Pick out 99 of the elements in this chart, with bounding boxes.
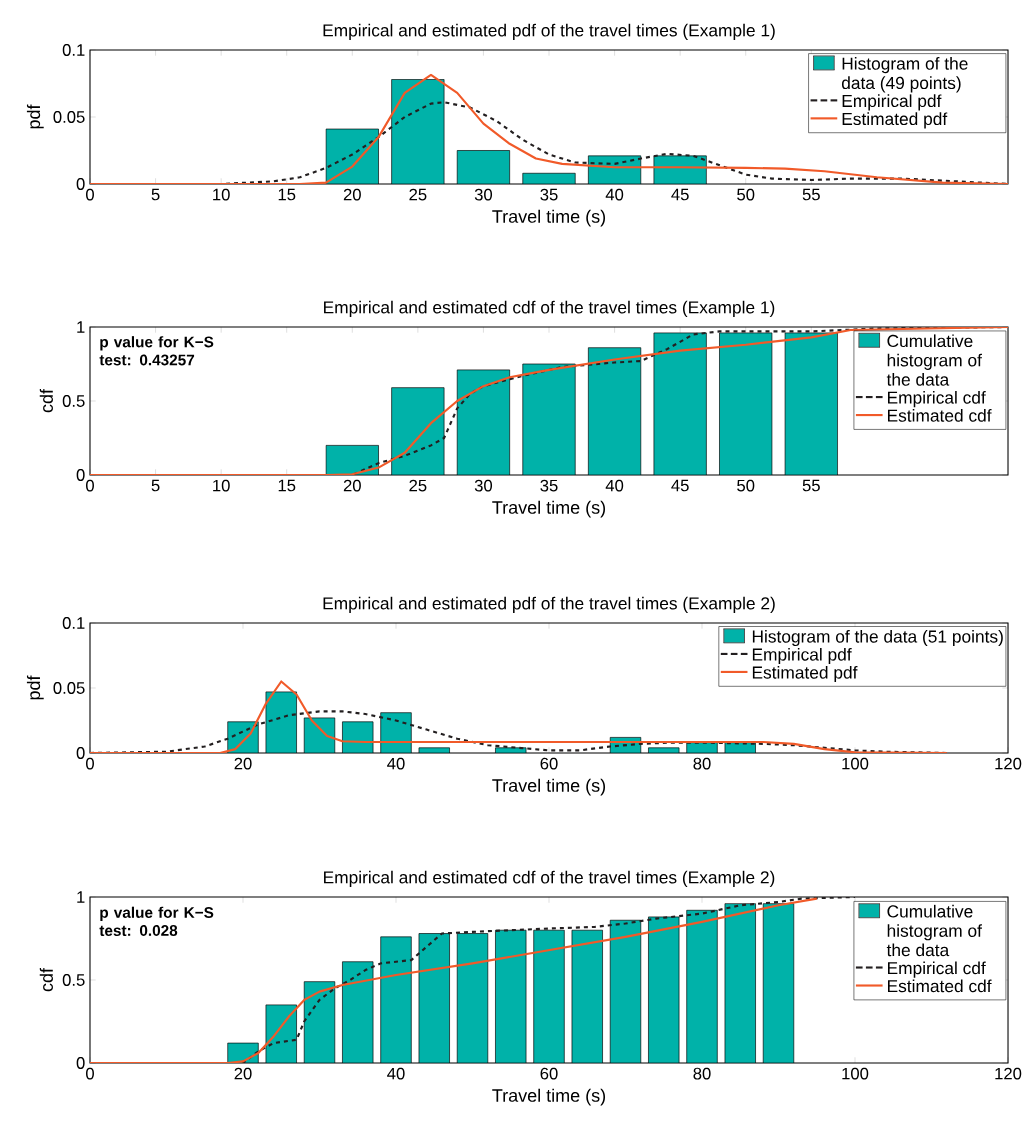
legend-label: Histogram of the data (51 points): [752, 629, 1003, 647]
x-tick-label: 25: [409, 479, 427, 492]
bar: [784, 332, 838, 475]
x-tick-label: 45: [671, 479, 689, 492]
line-series: [90, 73, 1009, 184]
y-tick-label: 0.05: [53, 111, 85, 123]
bar: [456, 369, 510, 475]
x-axis-title: Travel time (s): [492, 500, 606, 518]
x-tick-label: 100: [842, 757, 869, 770]
y-axis-title: pdf: [26, 675, 44, 700]
bar: [391, 387, 445, 475]
y-axis-title: pdf: [26, 104, 44, 129]
x-tick-label: 50: [737, 479, 755, 492]
x-tick-label: 20: [343, 479, 361, 492]
y-tick-label: 0.05: [53, 682, 85, 694]
x-tick-label: 40: [605, 479, 624, 492]
x-tick-label: 0: [86, 1067, 94, 1080]
bar: [495, 929, 527, 1063]
annotation: p value for K−S test: 0.028: [99, 906, 214, 936]
x-tick-label: 60: [540, 1067, 558, 1080]
bar: [380, 936, 412, 1063]
line-series: [90, 326, 1009, 475]
x-tick-label: 20: [234, 757, 252, 770]
x-axis-title: Travel time (s): [492, 209, 606, 227]
x-axis-title: Travel time (s): [492, 778, 606, 796]
bar: [724, 903, 756, 1063]
y-tick-label: 0.1: [62, 617, 85, 629]
legend-label: Estimated pdf: [752, 665, 858, 683]
bar: [653, 332, 707, 475]
y-tick-label: 0: [76, 469, 85, 481]
legend-label: Empirical pdf: [752, 647, 852, 665]
bar: [533, 929, 565, 1063]
x-tick-label: 80: [693, 757, 711, 770]
legend-label: Empirical cdf: [888, 961, 986, 978]
x-axis-title: Travel time (s): [492, 1088, 606, 1106]
x-tick-label: 40: [605, 188, 624, 201]
bar: [719, 332, 773, 475]
y-tick-label: 0.1: [62, 44, 85, 56]
x-tick-label: 120: [995, 1067, 1022, 1080]
x-tick-label: 120: [995, 757, 1022, 770]
x-tick-label: 100: [842, 1067, 869, 1080]
bar: [571, 929, 603, 1063]
x-tick-label: 20: [343, 188, 361, 201]
bar: [391, 79, 445, 184]
x-tick-label: 40: [387, 757, 405, 770]
bar: [456, 150, 510, 184]
x-tick-label: 25: [409, 188, 427, 201]
legend-label: Estimated pdf: [842, 112, 948, 129]
x-tick-label: 0: [86, 188, 94, 201]
bar: [456, 933, 489, 1063]
x-tick-label: 20: [234, 1067, 252, 1080]
y-tick-label: 0: [76, 1057, 85, 1069]
x-tick-label: 5: [151, 188, 160, 201]
legend-label: Histogram of the data (49 points): [841, 57, 968, 93]
legend-label: Estimated cdf: [888, 979, 992, 993]
legend-label: Cumulative histogram of the data: [886, 334, 982, 386]
x-tick-label: 0: [86, 479, 94, 492]
bar: [762, 903, 795, 1063]
x-tick-label: 10: [213, 188, 230, 201]
x-tick-label: 15: [278, 479, 296, 492]
bar: [648, 916, 680, 1063]
y-axis-title: cdf: [39, 967, 53, 992]
x-tick-label: 40: [387, 1067, 405, 1080]
y-axis-title: cdf: [39, 388, 53, 413]
bar: [342, 961, 374, 1063]
y-tick-label: 0: [76, 178, 85, 190]
legend-label: Estimated cdf: [888, 409, 992, 422]
legend-label: Cumulative histogram of the data: [886, 904, 982, 957]
legend-label: Empirical pdf: [842, 94, 942, 111]
bar: [686, 909, 718, 1063]
x-tick-label: 35: [540, 188, 558, 201]
chart-title: Empirical and estimated cdf of the travel times (Example 2): [324, 870, 775, 887]
y-tick-label: 0: [76, 747, 85, 759]
x-tick-label: 45: [671, 188, 689, 201]
bar: [522, 363, 576, 475]
x-tick-label: 30: [474, 479, 493, 492]
x-tick-label: 35: [540, 479, 558, 492]
y-tick-label: 1: [77, 891, 85, 903]
x-tick-label: 50: [737, 188, 755, 201]
bar: [418, 933, 450, 1063]
chart-title: Empirical and estimated pdf of the travel times (Example 2): [323, 596, 775, 613]
bar: [588, 347, 642, 475]
x-tick-label: 80: [693, 1067, 711, 1080]
bar: [609, 919, 642, 1063]
legend-label: Empirical cdf: [888, 391, 986, 408]
x-tick-label: 0: [86, 757, 94, 770]
x-tick-label: 60: [540, 757, 558, 770]
y-tick-label: 0.5: [62, 974, 85, 986]
x-tick-label: 5: [151, 479, 160, 492]
x-tick-label: 55: [802, 479, 820, 492]
x-tick-label: 10: [213, 479, 230, 492]
y-tick-label: 1: [77, 321, 85, 333]
x-tick-label: 30: [474, 188, 493, 201]
chart-title: Empirical and estimated cdf of the travel times (Example 1): [324, 300, 775, 317]
x-tick-label: 55: [802, 188, 820, 201]
x-tick-label: 15: [278, 188, 296, 201]
annotation: p value for K−S test: 0.43257: [99, 336, 214, 366]
chart-title: Empirical and estimated pdf of the travel times (Example 1): [323, 23, 775, 40]
y-tick-label: 0.5: [62, 395, 85, 407]
